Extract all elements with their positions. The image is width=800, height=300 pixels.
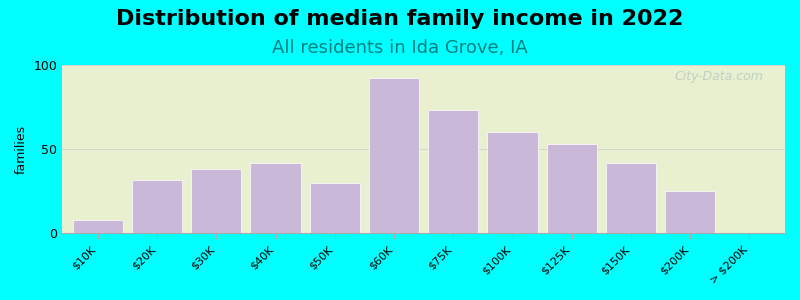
Text: All residents in Ida Grove, IA: All residents in Ida Grove, IA xyxy=(272,39,528,57)
Text: City-Data.com: City-Data.com xyxy=(674,70,763,83)
Y-axis label: families: families xyxy=(15,125,28,174)
Bar xyxy=(250,163,301,233)
Bar xyxy=(191,169,242,233)
Bar xyxy=(665,191,715,233)
Bar xyxy=(369,79,419,233)
Bar xyxy=(546,144,597,233)
Bar xyxy=(310,183,360,233)
Bar xyxy=(487,132,538,233)
Text: Distribution of median family income in 2022: Distribution of median family income in … xyxy=(116,9,684,29)
Bar xyxy=(132,180,182,233)
Bar xyxy=(428,110,478,233)
Bar xyxy=(73,220,123,233)
Bar xyxy=(606,163,656,233)
